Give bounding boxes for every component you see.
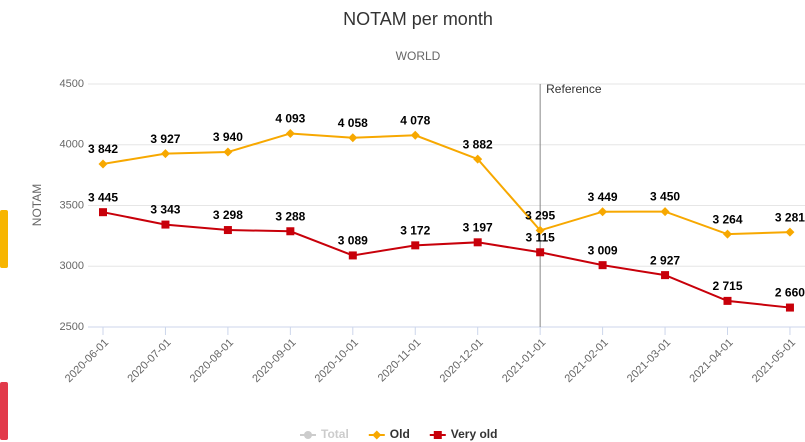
point	[661, 271, 670, 280]
data-label: 3 298	[213, 208, 243, 222]
legend-symbol	[304, 431, 312, 439]
y-tick-label: 4000	[60, 139, 84, 151]
legend: Total Old Very old	[300, 427, 497, 441]
series-line	[102, 132, 790, 236]
point	[535, 225, 545, 235]
data-label: 3 264	[712, 212, 742, 226]
y-axis-title: NOTAM	[30, 184, 44, 226]
data-label: 3 940	[213, 130, 243, 144]
point	[785, 303, 794, 312]
point	[223, 147, 233, 157]
point	[473, 238, 482, 247]
data-label: 3 172	[400, 224, 430, 238]
chart-subtitle: WORLD	[396, 49, 441, 63]
point	[598, 207, 608, 217]
data-label: 4 078	[400, 113, 430, 127]
x-tick-label: 2021-01-01	[500, 337, 548, 385]
x-tick-label: 2020-06-01	[63, 337, 111, 385]
legend-label: Old	[390, 427, 410, 441]
point	[536, 248, 545, 257]
x-tick-label: 2021-05-01	[750, 337, 798, 385]
point	[348, 251, 357, 260]
data-label: 3 281	[775, 210, 805, 224]
point	[411, 241, 420, 250]
data-label: 3 197	[463, 220, 493, 234]
data-label: 3 882	[463, 137, 493, 151]
x-tick-label: 2020-07-01	[125, 337, 173, 385]
x-tick-label: 2020-10-01	[313, 337, 361, 385]
data-label: 2 715	[712, 279, 742, 293]
point	[723, 296, 732, 305]
data-label: 3 450	[650, 190, 680, 204]
point	[160, 149, 170, 159]
legend-label: Very old	[451, 427, 498, 441]
data-label: 3 295	[525, 209, 555, 223]
point	[410, 130, 420, 140]
x-tick-label: 2020-11-01	[376, 337, 424, 385]
legend-label: Total	[321, 427, 349, 441]
y-tick-label: 4500	[60, 78, 84, 90]
data-label: 3 009	[588, 243, 618, 257]
side-indicator	[0, 382, 8, 440]
data-label: 3 089	[338, 234, 368, 248]
legend-symbol	[433, 431, 442, 439]
data-label: 3 842	[88, 142, 118, 156]
data-label: 4 093	[275, 112, 305, 126]
point	[785, 227, 795, 237]
x-tick-label: 2020-12-01	[438, 337, 486, 385]
chart-title: NOTAM per month	[343, 9, 493, 29]
data-label: 2 927	[650, 253, 680, 267]
point	[286, 227, 295, 236]
data-label: 3 449	[588, 190, 618, 204]
point	[348, 133, 358, 143]
x-tick-label: 2020-08-01	[188, 337, 236, 385]
x-tick-label: 2021-04-01	[687, 337, 735, 385]
x-tick-label: 2021-03-01	[625, 337, 673, 385]
y-tick-label: 3000	[60, 260, 84, 272]
y-tick-label: 3500	[60, 199, 84, 211]
point	[223, 226, 232, 235]
data-label: 2 660	[775, 286, 805, 300]
point	[723, 229, 732, 239]
reference-label: Reference	[546, 82, 602, 96]
legend-symbol	[372, 430, 382, 440]
point	[473, 154, 483, 164]
data-label: 3 445	[88, 190, 118, 204]
data-label: 3 927	[150, 132, 180, 146]
point	[161, 220, 170, 229]
point	[99, 208, 107, 217]
data-label: 3 343	[150, 203, 180, 217]
point	[598, 261, 607, 270]
x-tick-label: 2020-09-01	[250, 337, 298, 385]
point	[98, 159, 108, 169]
series-line	[102, 211, 791, 309]
data-label: 3 288	[275, 209, 305, 223]
side-indicator	[0, 210, 8, 268]
data-label: 3 115	[525, 230, 555, 244]
point	[285, 128, 295, 138]
point	[660, 207, 670, 217]
data-label: 4 058	[338, 116, 368, 130]
y-tick-label: 2500	[60, 321, 84, 333]
x-tick-label: 2021-02-01	[562, 337, 610, 385]
